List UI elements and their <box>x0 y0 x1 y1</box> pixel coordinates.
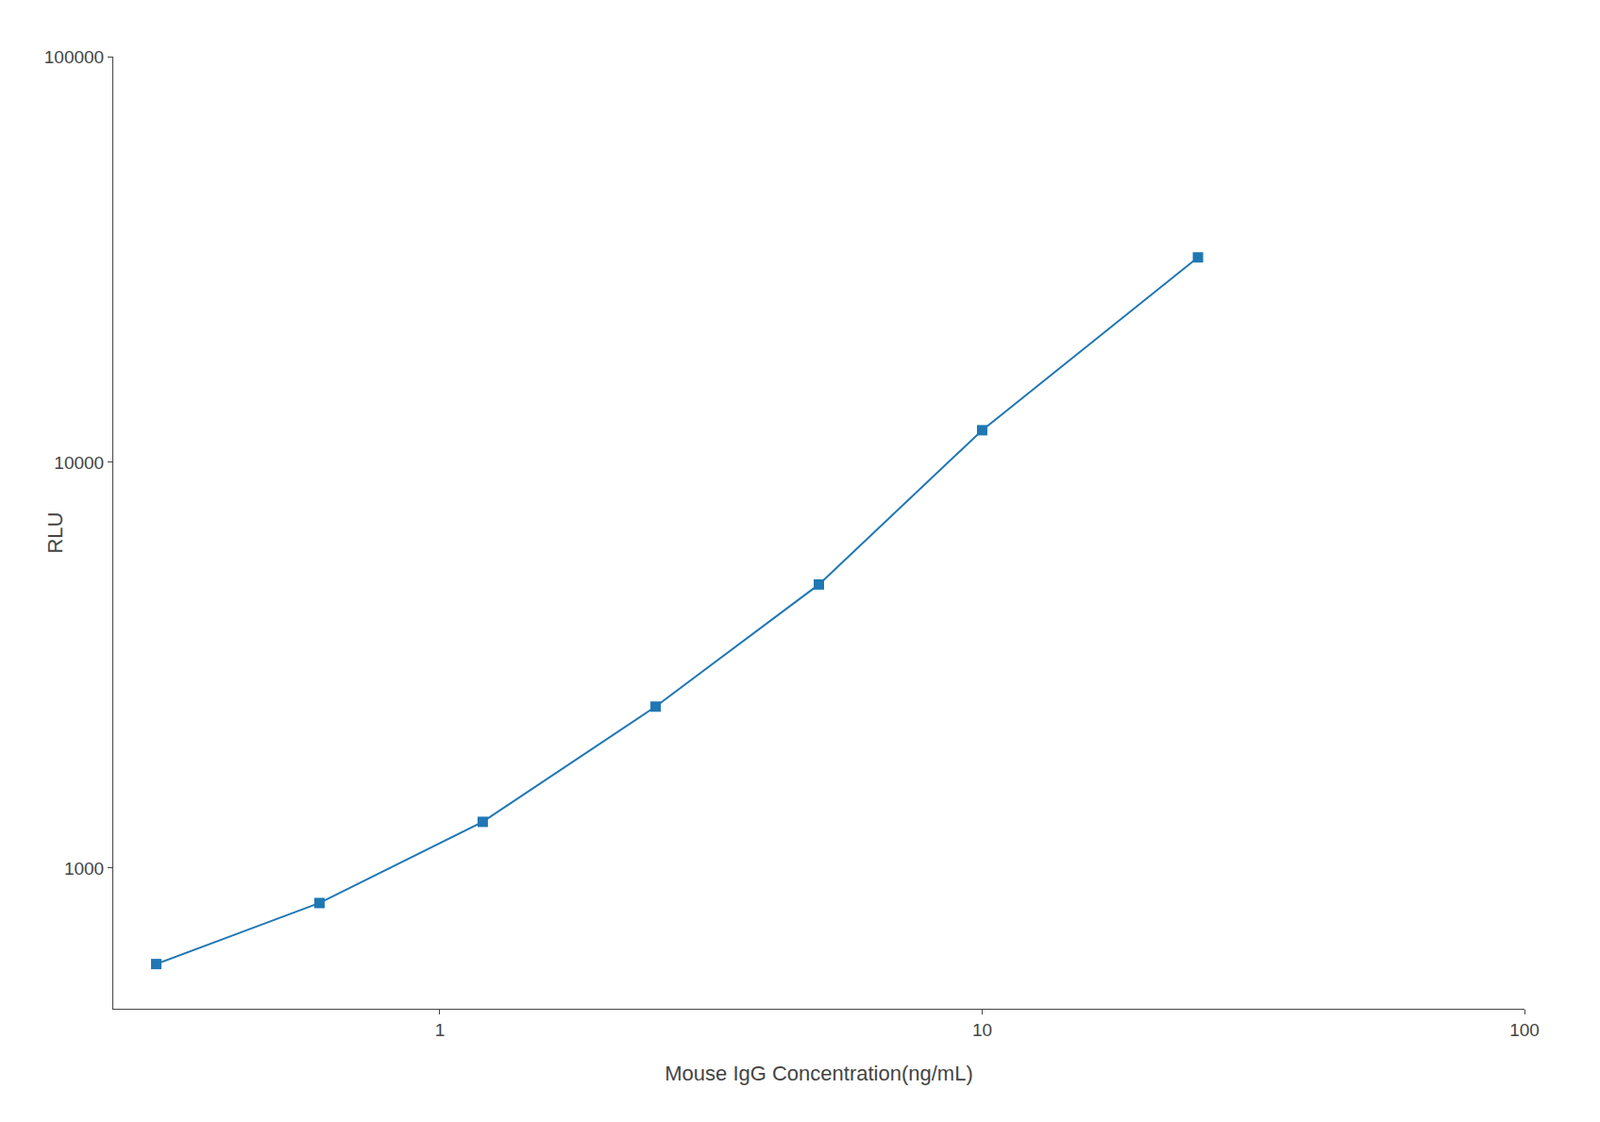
svg-text:1000: 1000 <box>64 858 104 879</box>
svg-text:Mouse IgG Concentration(ng/mL): Mouse IgG Concentration(ng/mL) <box>664 1061 974 1086</box>
svg-text:1: 1 <box>435 1020 446 1041</box>
svg-text:10: 10 <box>972 1020 993 1041</box>
svg-text:RLU: RLU <box>43 511 68 554</box>
svg-text:100000: 100000 <box>44 47 104 68</box>
svg-text:100: 100 <box>1509 1020 1540 1041</box>
svg-text:10000: 10000 <box>53 453 104 473</box>
